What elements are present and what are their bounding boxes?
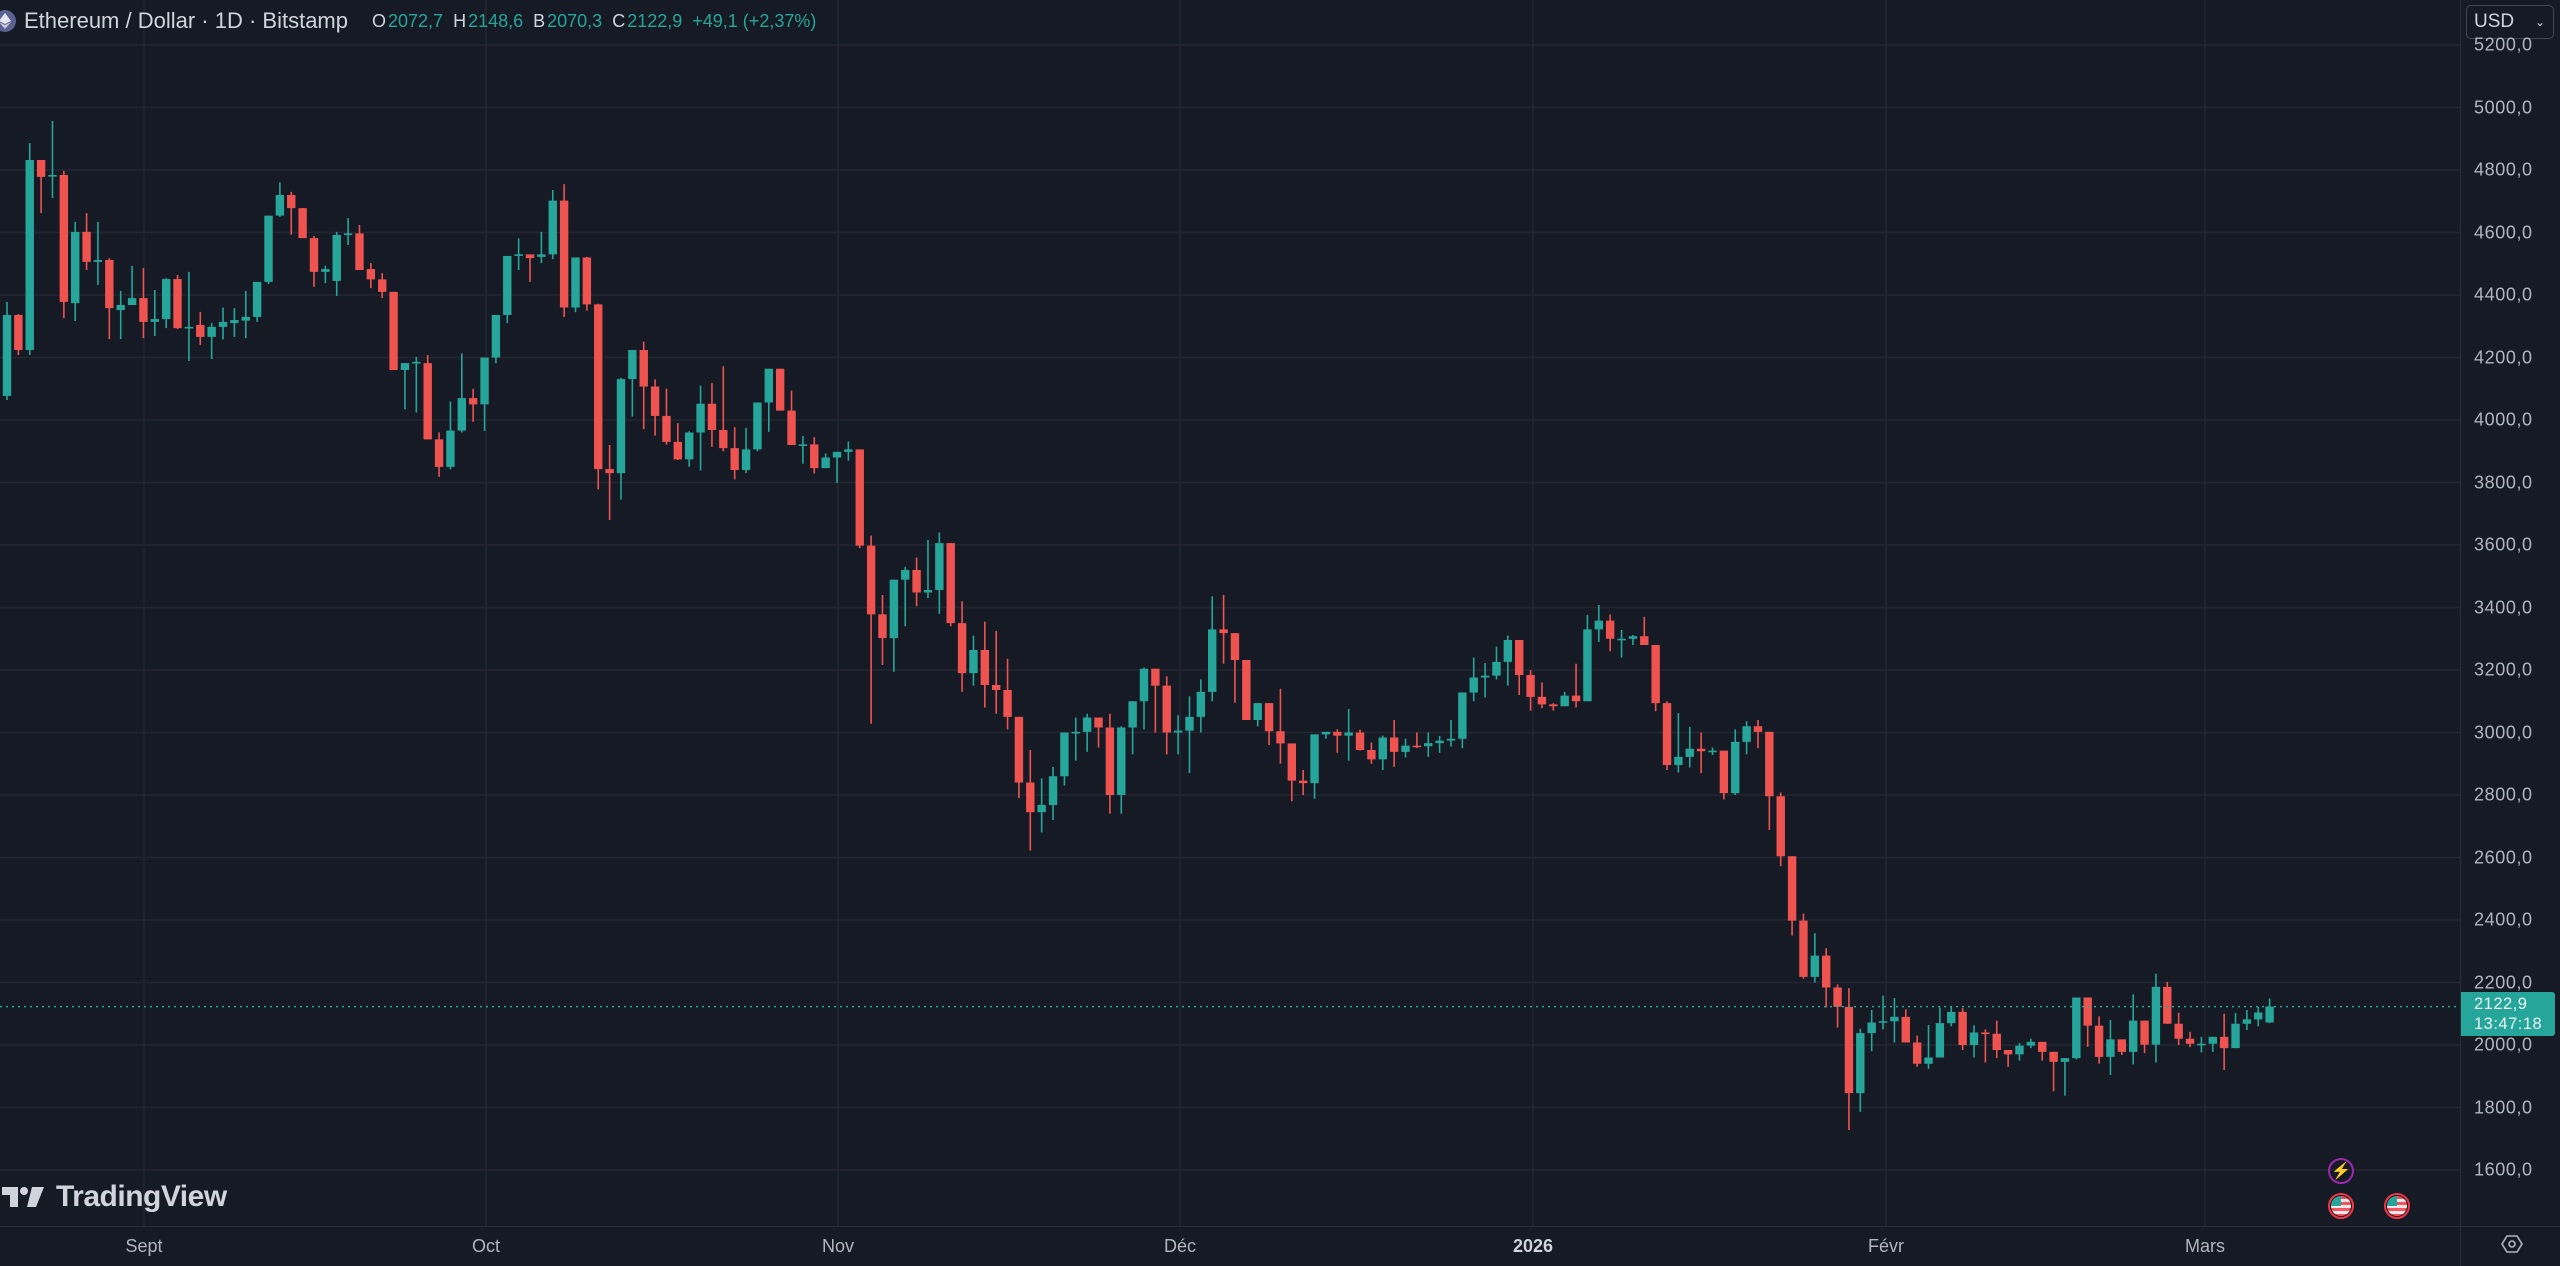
price-tick-label: 3400,0	[2474, 597, 2533, 617]
open-value: 2072,7	[388, 10, 444, 31]
price-tick-label: 5200,0	[2474, 34, 2533, 55]
price-tick-label: 2000,0	[2474, 1034, 2533, 1055]
price-tick-label: 4000,0	[2474, 409, 2533, 430]
tradingview-logo-icon	[2, 1187, 44, 1207]
price-tick-label: 3600,0	[2474, 534, 2533, 555]
open-label: O	[371, 10, 386, 31]
price-tick-label: 1800,0	[2474, 1097, 2533, 1117]
price-tick-label: 4600,0	[2474, 222, 2533, 242]
change-value: +49,1 (+2,37%)	[692, 10, 817, 31]
price-tick-label: 2400,0	[2474, 909, 2533, 930]
time-tick-label: 2026	[1512, 1236, 1554, 1256]
low-value: 2070,3	[547, 10, 603, 31]
price-tick-label: 3800,0	[2474, 472, 2533, 492]
price-tick-label: 4800,0	[2474, 159, 2533, 180]
close-value: 2122,9	[627, 10, 683, 31]
symbol-legend: Ethereum / Dollar · 1D · Bitstamp O 2072…	[0, 6, 816, 36]
grid-lines	[0, 0, 2460, 1226]
logo-text: TradingView	[56, 1180, 227, 1213]
chevron-down-icon: ⌄	[2534, 15, 2545, 29]
time-tick-label: Sept	[125, 1236, 163, 1256]
last-price: 2122,9	[2474, 995, 2528, 1013]
price-tick-label: 5000,0	[2474, 97, 2533, 117]
price-tick-label: 1600,0	[2474, 1159, 2533, 1180]
tradingview-logo[interactable]: TradingView	[2, 1180, 227, 1214]
ethereum-icon	[0, 10, 16, 32]
price-tick-label: 2600,0	[2474, 847, 2533, 867]
lightning-icon[interactable]: ⚡	[2328, 1158, 2354, 1184]
settings-icon[interactable]	[2500, 1232, 2524, 1256]
us-flag-icon[interactable]	[2384, 1193, 2410, 1219]
time-tick-label: Nov	[821, 1236, 855, 1256]
bar-countdown: 13:47:18	[2474, 1015, 2543, 1033]
time-tick-label: Déc	[1163, 1236, 1197, 1256]
currency-value: USD	[2474, 11, 2515, 32]
us-flag-icon[interactable]	[2328, 1193, 2354, 1219]
price-tick-label: 3200,0	[2474, 659, 2533, 680]
candles	[2, 120, 2274, 1130]
low-label: B	[533, 10, 546, 31]
currency-select[interactable]: USD ⌄	[2466, 5, 2554, 39]
time-tick-label: Févr	[1868, 1236, 1904, 1256]
time-tick-label: Mars	[2185, 1236, 2225, 1256]
high-value: 2148,6	[468, 10, 524, 31]
time-tick-label: Oct	[471, 1236, 501, 1256]
price-tick-label: 4200,0	[2474, 347, 2533, 367]
high-label: H	[453, 10, 467, 31]
price-tick-label: 2800,0	[2474, 784, 2533, 805]
price-tick-label: 2200,0	[2474, 972, 2533, 992]
symbol-title[interactable]: Ethereum / Dollar · 1D · Bitstamp	[24, 8, 348, 33]
last-price-tag: 2122,9 13:47:18	[2461, 992, 2555, 1036]
price-tick-label: 4400,0	[2474, 284, 2533, 305]
price-tick-label: 3000,0	[2474, 722, 2533, 742]
close-label: C	[612, 10, 626, 31]
